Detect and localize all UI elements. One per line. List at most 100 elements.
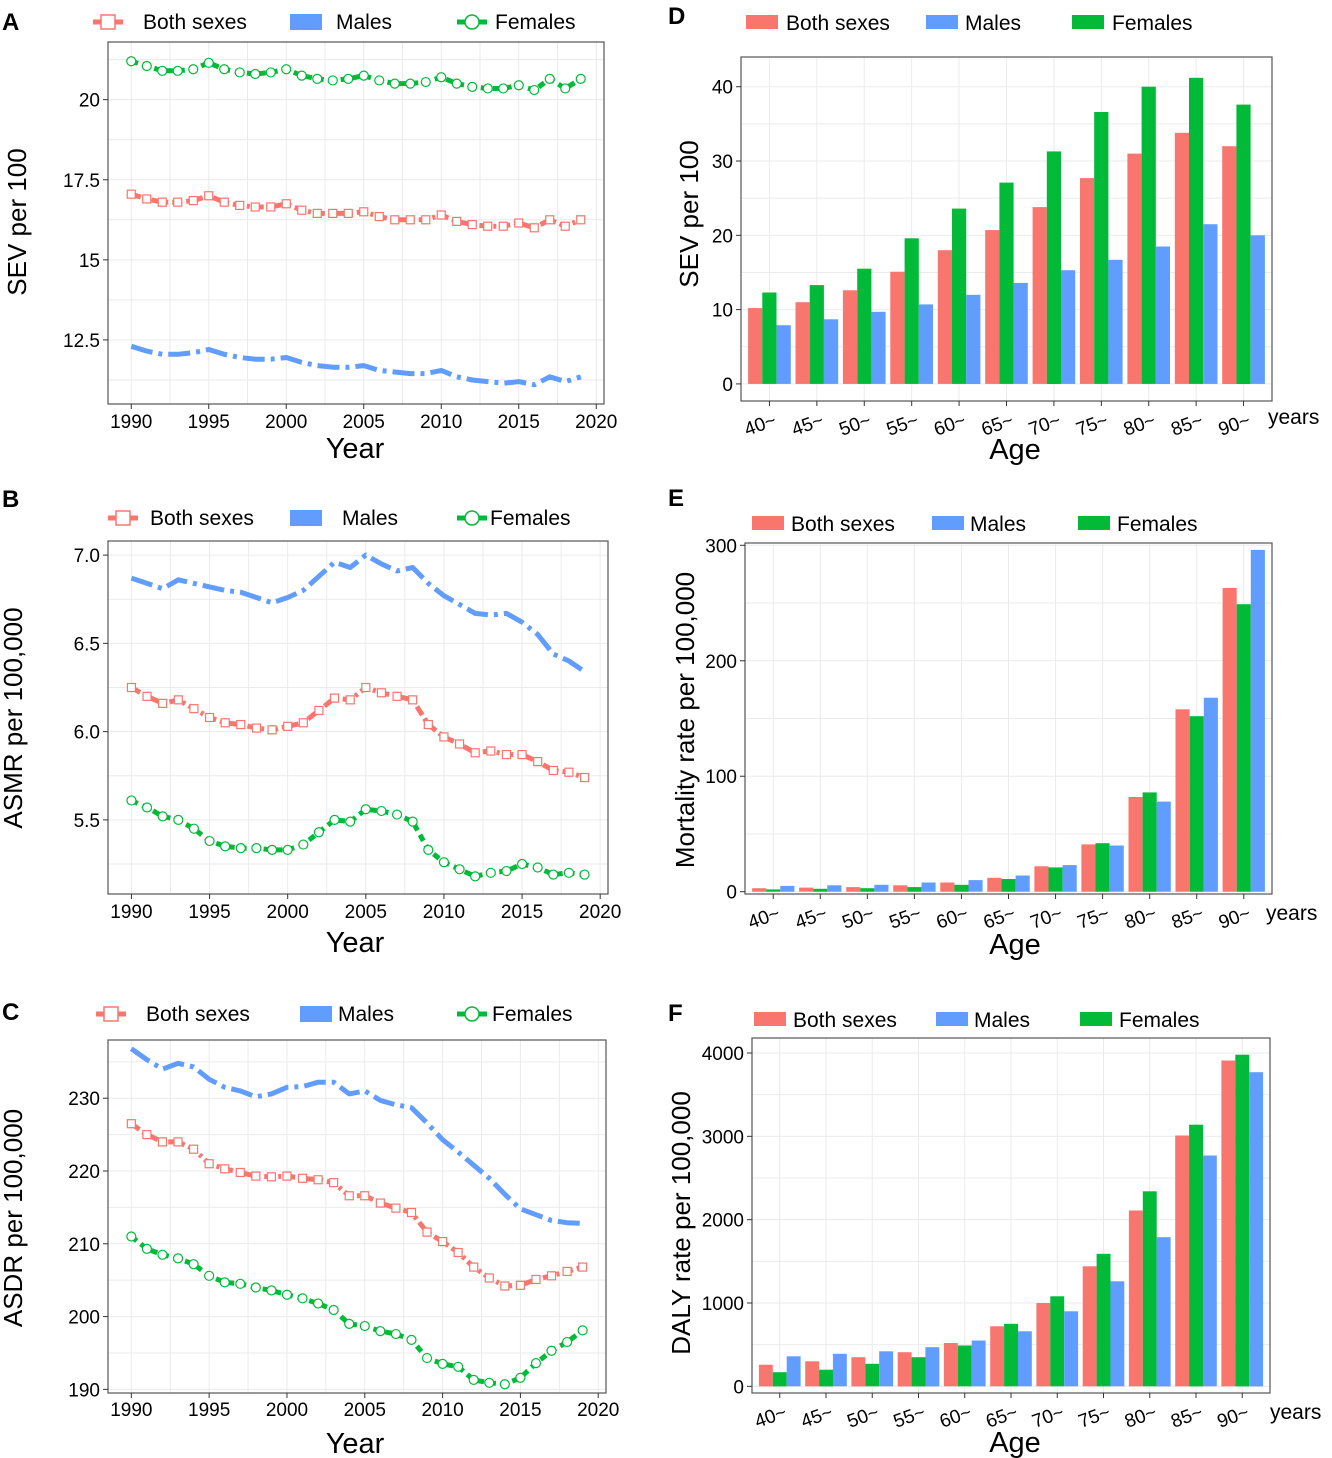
data-point-both-sexes [421,215,431,225]
data-point-both-sexes [533,757,543,767]
legend-item-males: Males [932,513,1026,536]
x-tick-label: 2020 [579,902,621,923]
data-point-both-sexes [564,767,574,777]
bar-both-sexes [748,308,763,384]
legend-item-females: Females [457,507,571,530]
data-point-females [327,75,338,86]
data-point-females [141,1243,153,1254]
bar-females [1142,792,1157,892]
bar-males [1250,235,1265,384]
series-males [130,552,586,674]
data-point-both-sexes [390,215,400,225]
bar-both-sexes [1221,1060,1236,1387]
data-point-both-sexes [529,223,539,233]
bar-females [857,268,872,384]
data-point-both-sexes [266,1172,277,1182]
bar-females [1236,604,1251,892]
bar-both-sexes [1174,132,1189,384]
data-point-females [172,1253,184,1264]
x-tick-label: 2000 [266,1400,308,1421]
data-point-females [530,1358,542,1369]
data-point-females [251,843,262,854]
data-point-females [375,1326,386,1337]
legend-label-both-sexes: Both sexes [143,11,247,34]
data-point-females [220,841,231,852]
x-tick-label: 2005 [345,902,387,923]
x-tick-label: 80~ [1122,1402,1159,1433]
data-point-both-sexes [467,220,477,230]
data-point-females [141,802,153,813]
data-point-both-sexes [312,208,322,218]
data-point-females [484,1377,495,1388]
bar-males [1064,1311,1079,1387]
bar-males [1013,282,1028,384]
bar-both-sexes [1080,178,1095,384]
x-tick-label: 55~ [891,1402,928,1433]
data-point-both-sexes [376,688,387,698]
bar-both-sexes [1036,1303,1051,1387]
data-point-both-sexes [408,695,418,705]
x-tick-label: 75~ [1074,410,1111,441]
series-both-sexes [126,1119,588,1291]
y-tick-label: 40 [712,78,733,99]
bar-both-sexes [1222,588,1237,892]
legend-item-males: Males [926,12,1021,35]
data-point-females [266,844,278,855]
series-males [780,549,1265,892]
data-point-females [235,1278,246,1289]
bar-females [911,1357,926,1387]
panel-label-A: A [2,9,19,36]
panel-label-F: F [668,1000,683,1027]
plot-border-A [107,41,605,405]
bar-males [1202,1155,1217,1387]
y-tick-label: 0 [726,883,737,904]
data-point-females [219,1277,230,1288]
data-point-females [282,844,293,855]
data-point-both-sexes [204,191,214,201]
data-point-females [204,835,215,847]
bar-males [1156,801,1171,892]
bar-females [952,208,967,384]
data-point-both-sexes [359,207,369,217]
bar-males [1017,1331,1032,1387]
data-point-females [405,78,416,89]
data-point-both-sexes [126,682,137,693]
data-point-females [265,67,276,78]
data-point-both-sexes [343,208,353,218]
x-tick-label: 2000 [267,902,309,923]
legend-item-females: Females [1072,12,1193,35]
bar-females [860,888,875,892]
data-point-females [374,75,385,86]
bar-females [1095,843,1110,892]
legend-item-both-sexes: Both sexes [752,513,895,536]
x-tick-label: 55~ [884,410,921,441]
bar-females [865,1363,880,1387]
data-point-females [296,70,307,81]
bar-males [971,1340,986,1387]
data-point-both-sexes [360,1191,370,1201]
legend-key-circle [464,14,480,30]
x-axis-title: Year [326,1428,385,1458]
data-point-both-sexes [142,1130,152,1140]
data-point-females [532,862,543,873]
data-point-both-sexes [514,218,524,228]
bar-females [1050,1296,1065,1387]
x-axis-title: Age [989,1427,1041,1458]
legend-key-both-sexes [754,1012,786,1026]
data-point-females [235,843,246,854]
data-point-females [407,816,418,827]
data-point-females [420,76,431,88]
data-point-females [298,839,309,850]
bar-both-sexes [940,882,955,892]
data-point-females [141,60,152,72]
plot-border-B [107,540,609,895]
data-point-females [126,1231,137,1242]
bar-both-sexes [937,250,952,384]
y-axis-title: ASMR per 100,000 [0,607,28,828]
data-point-both-sexes [220,1164,230,1174]
x-tick-label: 50~ [837,410,874,441]
x-tick-label: 55~ [887,903,924,934]
legend-item-both-sexes: Both sexes [93,11,247,34]
data-point-females [157,65,168,76]
data-point-females [468,1374,479,1385]
